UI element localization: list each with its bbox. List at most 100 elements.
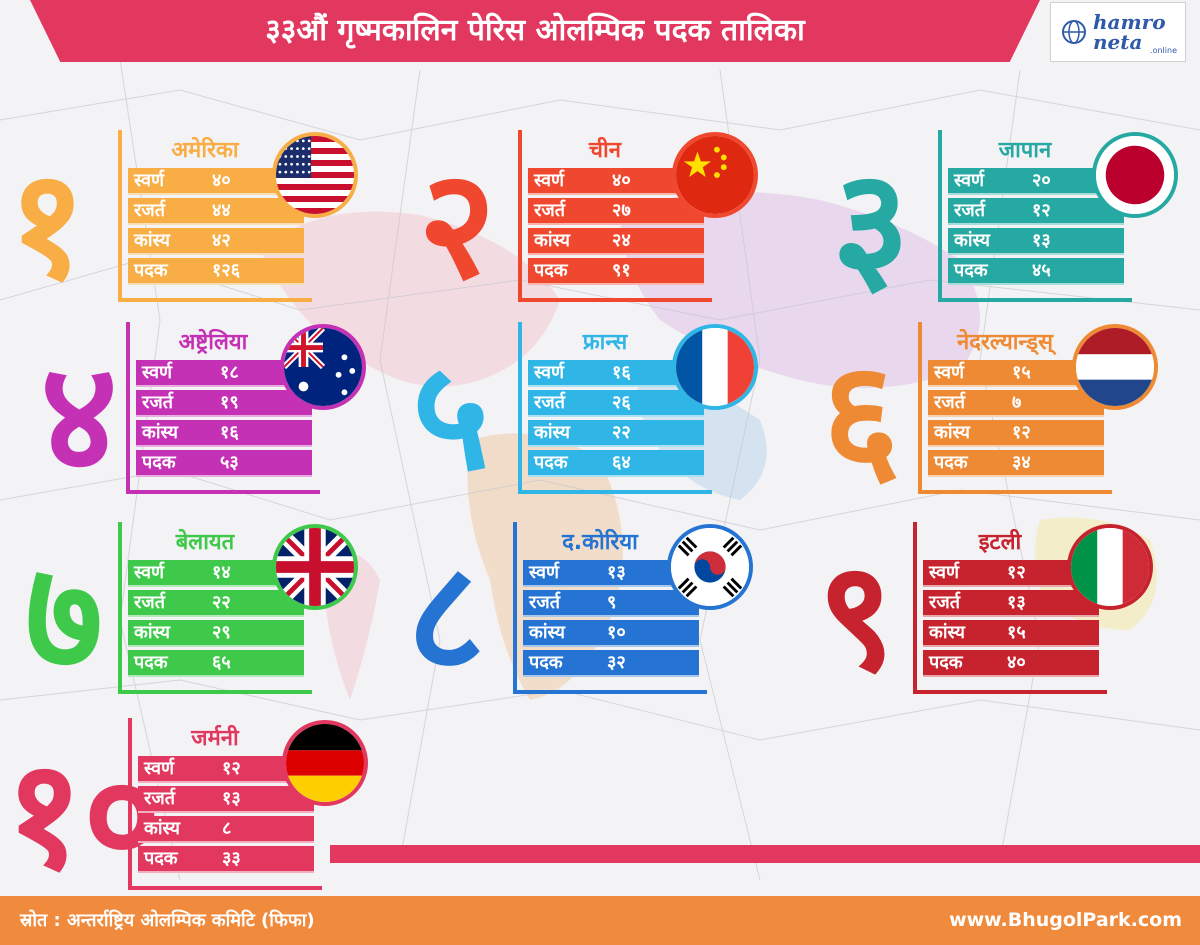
bronze-label: कांस्य <box>929 622 965 643</box>
rank-number: ८ <box>407 530 486 704</box>
logo-text-line2: neta <box>1093 30 1143 54</box>
gold-count: १३ <box>607 562 626 583</box>
silver-count-row: रजर्त १३ <box>923 590 1099 617</box>
rank-number: ४ <box>40 330 119 504</box>
bronze-count: २२ <box>612 422 631 443</box>
silver-count: २६ <box>612 392 631 413</box>
country-name: जर्मनी <box>191 726 239 751</box>
us-flag-icon <box>272 132 358 218</box>
card-bracket <box>518 130 712 302</box>
bronze-label: कांस्य <box>934 422 970 443</box>
bronze-count-row: कांस्य २२ <box>528 420 704 447</box>
silver-count-row: रजर्त १२ <box>948 198 1124 225</box>
logo-suffix: .online <box>1150 46 1177 55</box>
south-korea-flag-icon <box>667 524 753 610</box>
silver-count: ९ <box>607 592 617 613</box>
total-count-row: पदक ६५ <box>128 650 304 677</box>
bronze-count-row: कांस्य १० <box>523 620 699 647</box>
rank-number: ७ <box>25 530 104 704</box>
hamroneta-logo[interactable]: hamro neta .online <box>1050 2 1186 62</box>
rank-number: १० <box>5 728 162 902</box>
silver-count: ४४ <box>212 200 231 221</box>
bronze-count-row: कांस्य २९ <box>128 620 304 647</box>
total-count: ९१ <box>612 260 631 281</box>
gold-count: १२ <box>222 758 241 779</box>
total-label: पदक <box>134 260 168 281</box>
bronze-label: कांस्य <box>142 422 178 443</box>
total-count: ३२ <box>607 652 626 673</box>
bronze-count-row: कांस्य १२ <box>928 420 1104 447</box>
silver-label: रजर्त <box>534 392 565 413</box>
medal-card: २ चीन स्वर्ण ४० रजर्त २७ कांस्य २४ पदक ९१ <box>400 130 758 312</box>
bronze-count-row: कांस्य १३ <box>948 228 1124 255</box>
bronze-count: १० <box>607 622 626 643</box>
card-bracket <box>126 322 320 494</box>
card-bracket <box>518 322 712 494</box>
bronze-count: २४ <box>612 230 631 251</box>
gold-label: स्वर्ण <box>134 562 165 583</box>
total-label: पदक <box>134 652 168 673</box>
card-bracket <box>918 322 1112 494</box>
card-bracket <box>128 718 322 890</box>
silver-count-row: रजर्त ४४ <box>128 198 304 225</box>
netherlands-flag-icon <box>1072 324 1158 410</box>
bronze-count: १५ <box>1007 622 1026 643</box>
medal-card: ४ अष्ट्रेलिया स्वर्ण १८ रजर्त १९ कांस्य १६ पदक ५३ <box>8 322 366 504</box>
medal-card: ५ फ्रान्स स्वर्ण १६ रजर्त २६ कांस्य २२ पदक ६४ <box>400 322 758 502</box>
source-text: स्रोत : अन्तर्राष्ट्रिय ओलम्पिक कमिटि (फ… <box>20 910 315 931</box>
country-name: नेदरल्यान्ड्स् <box>957 330 1053 355</box>
total-count: ६४ <box>612 452 631 473</box>
total-count-row: पदक ३४ <box>928 450 1104 477</box>
germany-flag-icon <box>282 720 368 806</box>
total-count-row: पदक ५३ <box>136 450 312 477</box>
card-bracket <box>118 130 312 302</box>
website-link[interactable]: www.BhugolPark.com <box>949 909 1182 931</box>
rank-number: ३ <box>832 138 911 312</box>
country-name: बेलायत <box>175 530 235 555</box>
silver-label: रजर्त <box>134 200 165 221</box>
total-count-row: पदक ६४ <box>528 450 704 477</box>
medal-card: ६ नेदरल्यान्ड्स् स्वर्ण १५ रजर्त ७ कांस्य १२ पदक… <box>800 322 1158 502</box>
total-count-row: पदक ९१ <box>528 258 704 285</box>
country-name: फ्रान्स <box>582 330 628 355</box>
card-bracket <box>118 522 312 694</box>
total-count: १२६ <box>212 260 241 281</box>
italy-flag-icon <box>1067 524 1153 610</box>
logo-text-line1: hamro <box>1093 10 1166 34</box>
silver-label: रजर्त <box>934 392 965 413</box>
gold-label: स्वर्ण <box>929 562 960 583</box>
country-name: इटली <box>978 530 1022 555</box>
card-bracket <box>513 522 707 694</box>
total-count-row: पदक १२६ <box>128 258 304 285</box>
bronze-count: १६ <box>220 422 239 443</box>
gold-count: १५ <box>1012 362 1031 383</box>
gold-label: स्वर्ण <box>144 758 175 779</box>
total-count: ५३ <box>220 452 239 473</box>
gold-count: १४ <box>212 562 231 583</box>
gold-count: २० <box>1032 170 1051 191</box>
bronze-count-row: कांस्य १६ <box>136 420 312 447</box>
australia-flag-icon <box>280 324 366 410</box>
silver-label: रजर्त <box>134 592 165 613</box>
country-name: अष्ट्रेलिया <box>178 330 248 355</box>
silver-count: १९ <box>220 392 239 413</box>
silver-count: २७ <box>612 200 631 221</box>
gold-label: स्वर्ण <box>934 362 965 383</box>
medal-rows: स्वर्ण १४ रजर्त २२ कांस्य २९ पदक ६५ <box>128 560 304 680</box>
silver-count-row: रजर्त ७ <box>928 390 1104 417</box>
country-name: चीन <box>589 138 621 163</box>
gold-label: स्वर्ण <box>134 170 165 191</box>
rank-number: २ <box>418 138 497 312</box>
japan-flag-icon <box>1092 132 1178 218</box>
footer-bar <box>0 896 1200 945</box>
total-label: पदक <box>934 452 968 473</box>
bronze-label: कांस्य <box>954 230 990 251</box>
silver-count: १२ <box>1032 200 1051 221</box>
country-name: अमेरिका <box>171 138 239 163</box>
gold-count: ४० <box>212 170 231 191</box>
country-name: जापान <box>998 138 1052 163</box>
total-count-row: पदक ४५ <box>948 258 1124 285</box>
bronze-count-row: कांस्य ८ <box>138 816 314 843</box>
medal-card: ९ इटली स्वर्ण १२ रजर्त १३ कांस्य १५ पदक ४० <box>795 522 1153 702</box>
silver-label: रजर्त <box>954 200 985 221</box>
